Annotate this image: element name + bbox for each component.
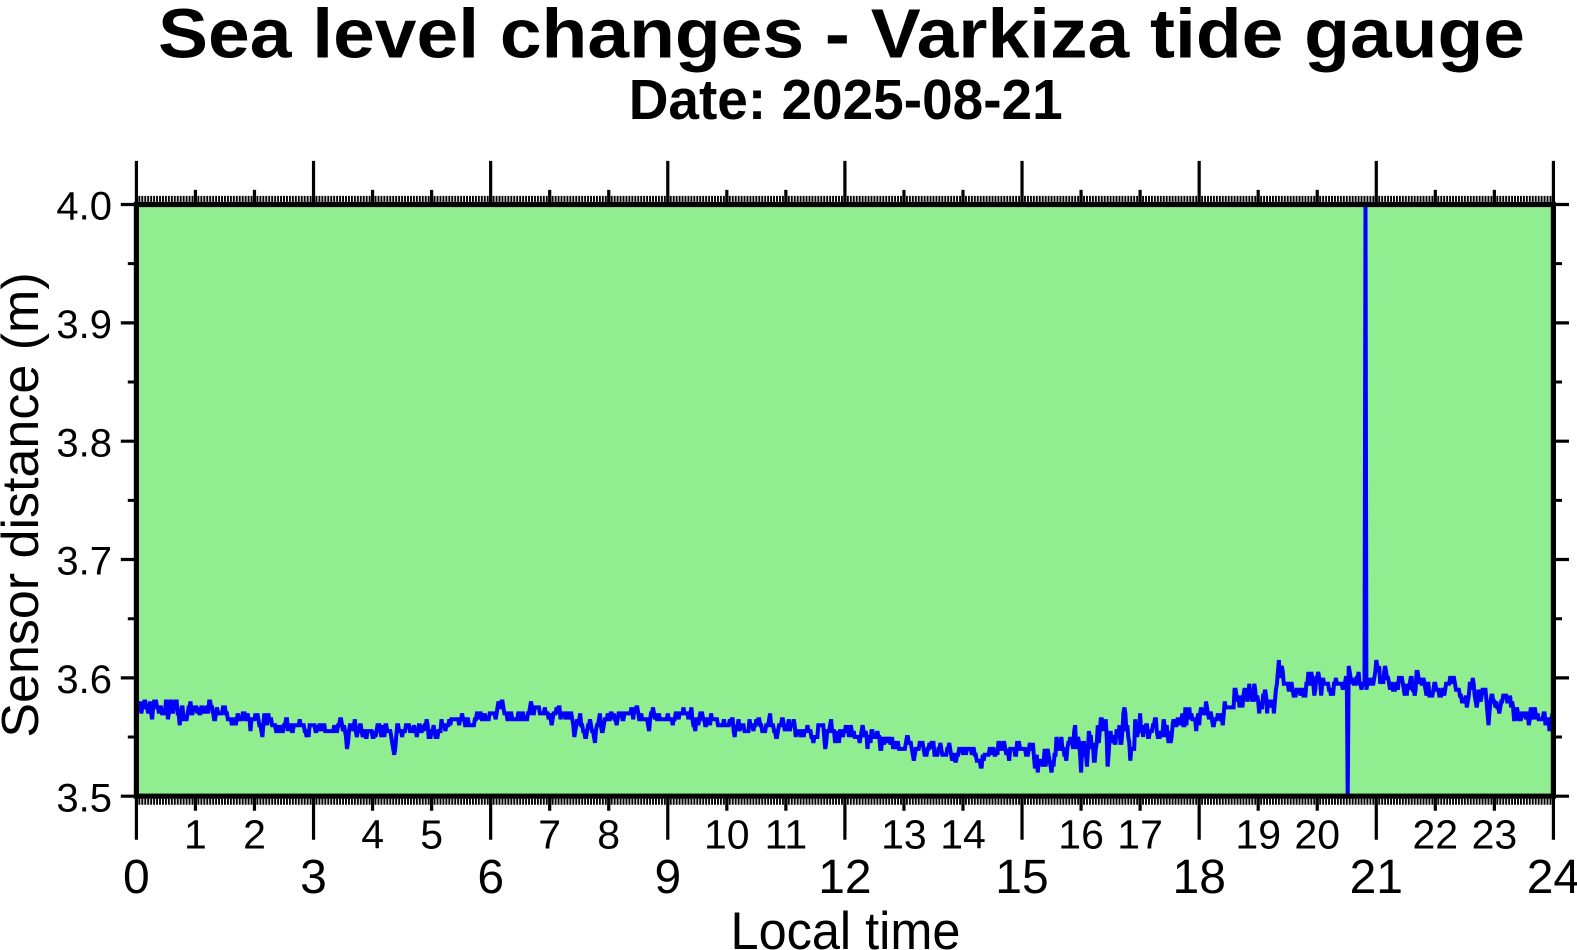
- svg-text:4.0: 4.0: [56, 185, 112, 229]
- svg-text:10: 10: [704, 812, 750, 858]
- svg-text:5: 5: [420, 812, 443, 858]
- svg-text:3.8: 3.8: [56, 421, 112, 465]
- svg-text:3.6: 3.6: [56, 658, 112, 702]
- svg-text:9: 9: [654, 851, 681, 904]
- svg-text:11: 11: [765, 812, 808, 858]
- svg-text:19: 19: [1235, 812, 1281, 858]
- svg-text:21: 21: [1350, 851, 1403, 904]
- svg-text:17: 17: [1117, 812, 1163, 858]
- svg-text:20: 20: [1294, 812, 1340, 858]
- svg-text:22: 22: [1412, 812, 1458, 858]
- svg-text:3.5: 3.5: [56, 776, 112, 820]
- svg-text:Sea level changes - Varkiza ti: Sea level changes - Varkiza tide gauge: [158, 0, 1525, 72]
- svg-text:3.9: 3.9: [56, 303, 112, 347]
- svg-text:3.7: 3.7: [56, 540, 112, 584]
- svg-text:8: 8: [597, 812, 620, 858]
- svg-text:6: 6: [477, 851, 504, 904]
- svg-text:24: 24: [1527, 851, 1577, 904]
- svg-text:14: 14: [940, 812, 986, 858]
- svg-text:4: 4: [361, 812, 384, 858]
- svg-text:12: 12: [818, 851, 871, 904]
- svg-text:3: 3: [300, 851, 327, 904]
- svg-text:13: 13: [881, 812, 927, 858]
- svg-text:18: 18: [1173, 851, 1226, 904]
- svg-text:Sensor distance (m): Sensor distance (m): [0, 272, 50, 737]
- svg-text:16: 16: [1058, 812, 1104, 858]
- svg-text:2: 2: [243, 812, 266, 858]
- svg-text:0: 0: [123, 851, 150, 904]
- svg-text:7: 7: [538, 812, 561, 858]
- svg-text:Local time: Local time: [731, 902, 961, 950]
- svg-text:Date: 2025-08-21: Date: 2025-08-21: [629, 68, 1063, 132]
- svg-text:15: 15: [995, 851, 1048, 904]
- svg-text:1: 1: [184, 812, 207, 858]
- svg-text:23: 23: [1472, 812, 1518, 858]
